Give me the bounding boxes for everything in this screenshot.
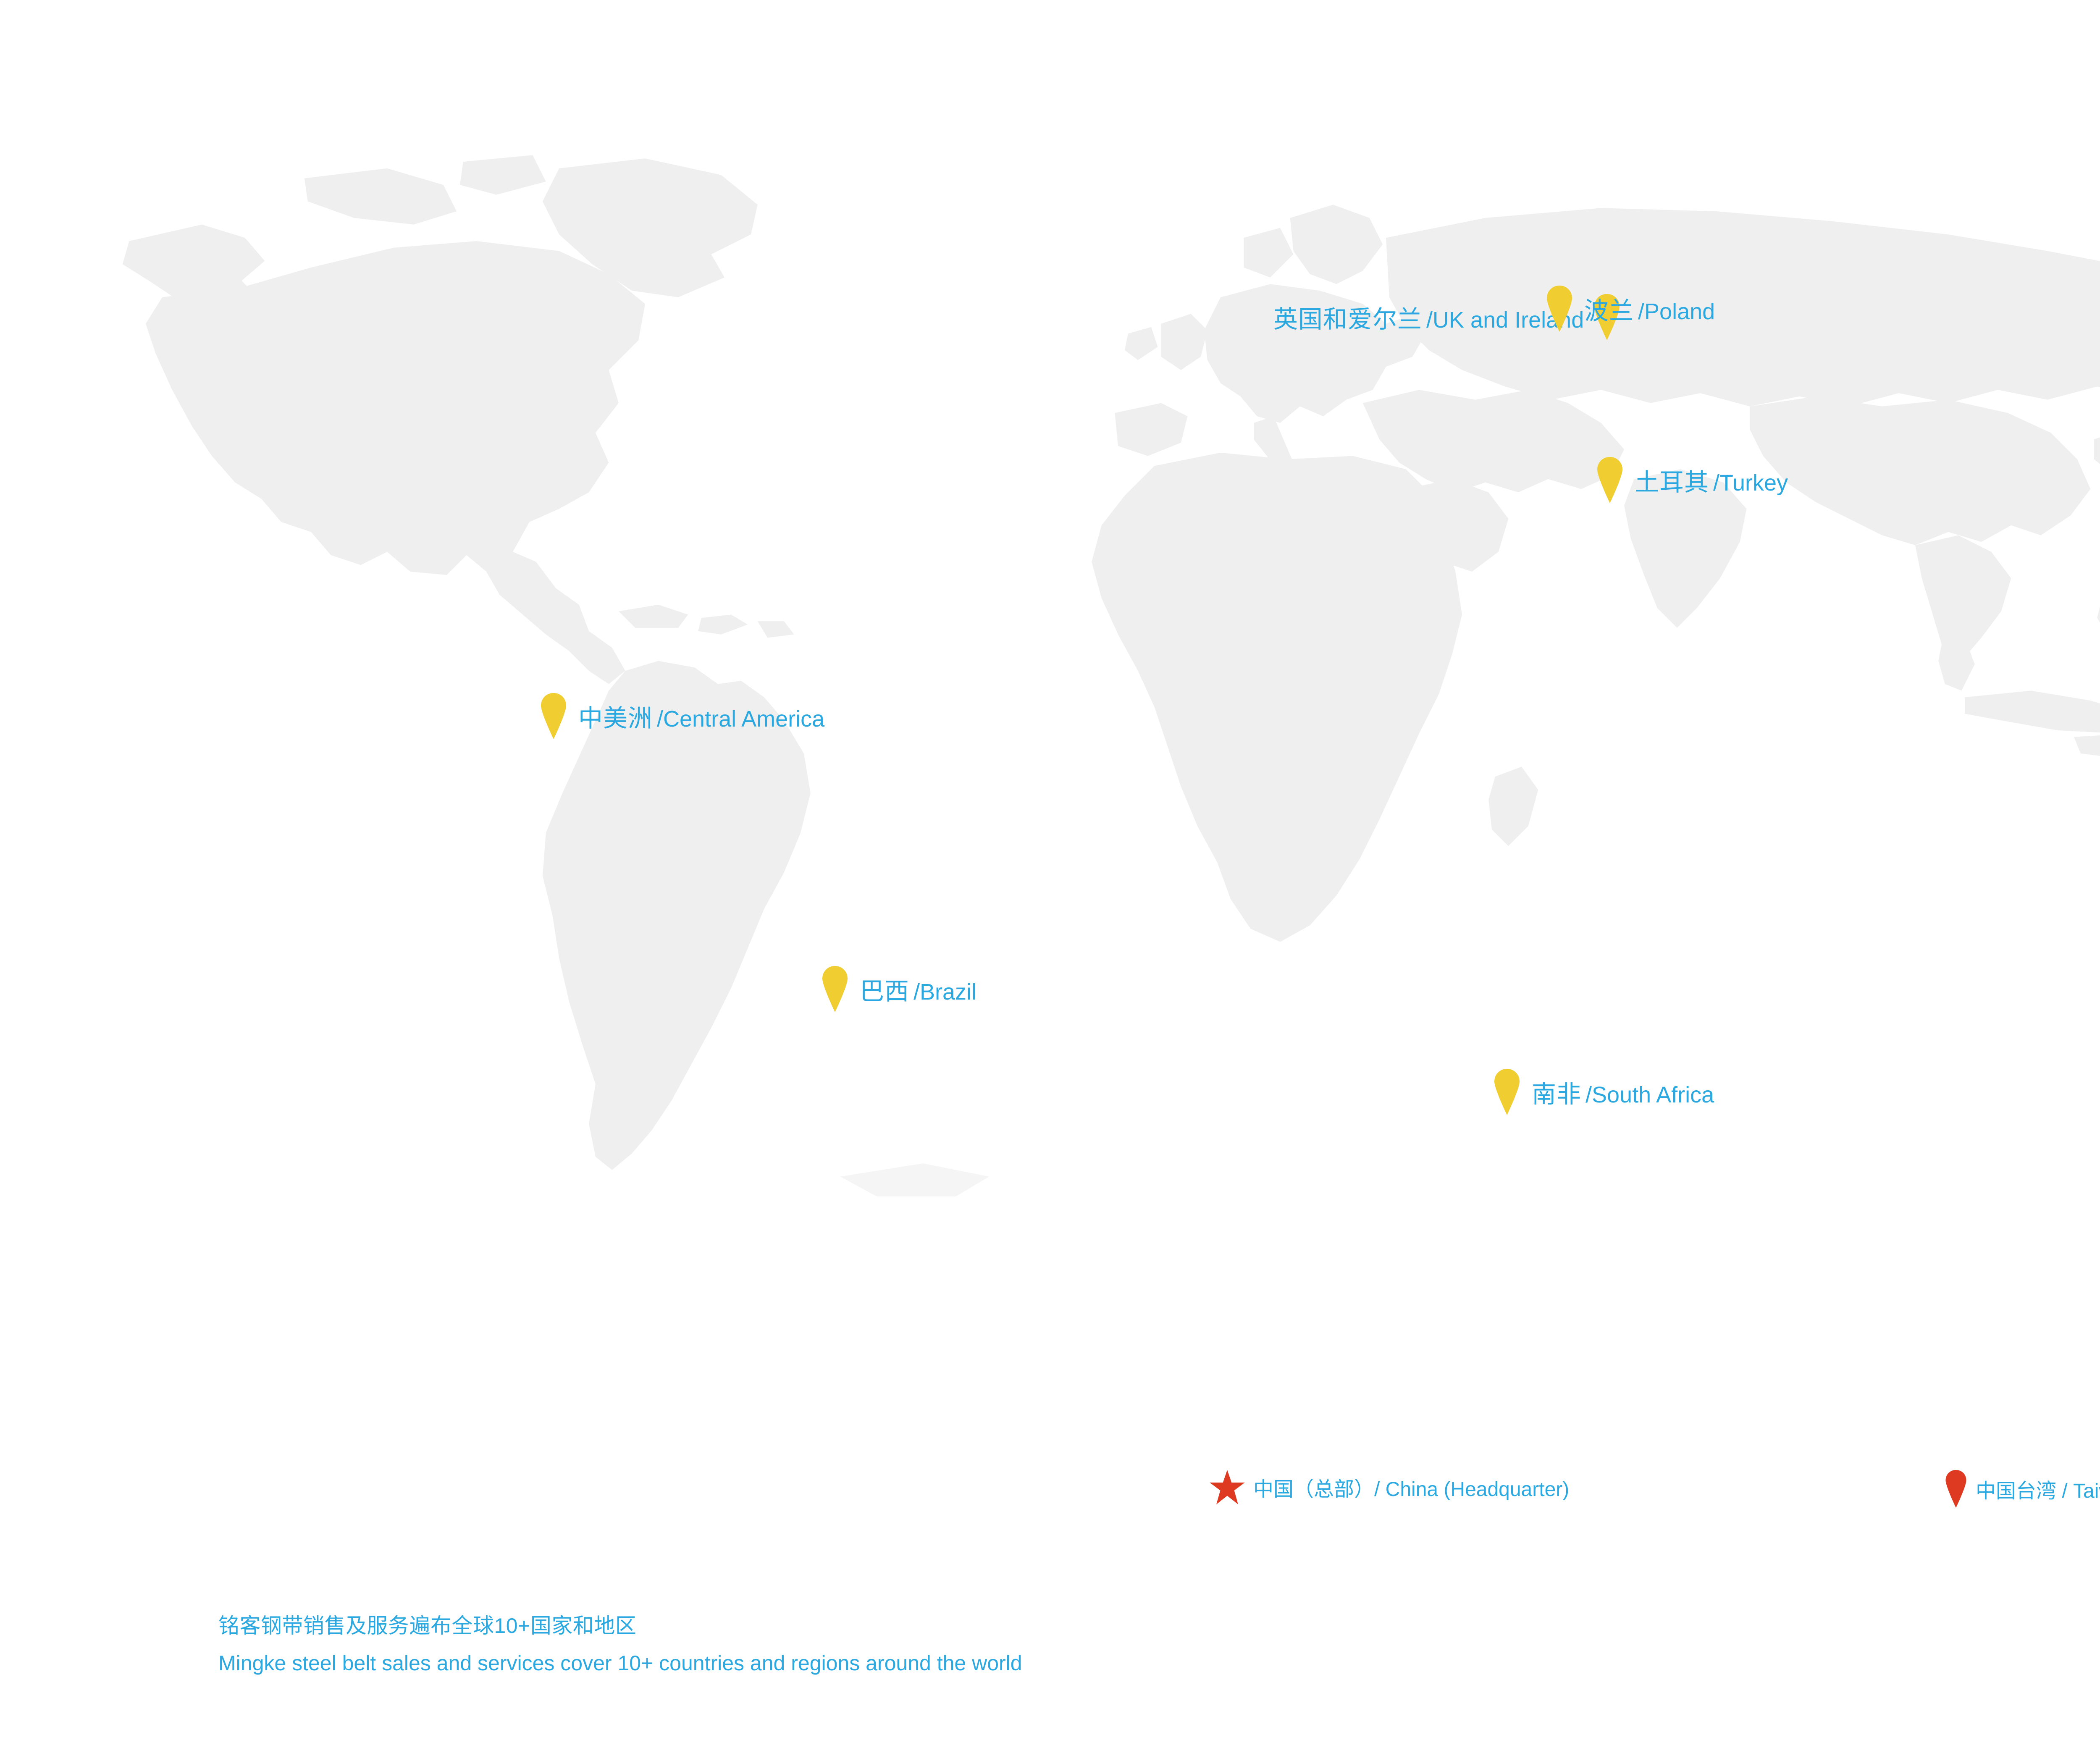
marker-label-cn: 英国和爱尔兰	[1273, 306, 1423, 333]
footer-line-en: Mingke steel belt sales and services cov…	[218, 1651, 1022, 1675]
legend-label: 中国台湾 / Taiwan China	[1976, 1480, 2100, 1502]
map-marker-central-america[interactable]: 中美洲 /Central America	[540, 693, 824, 739]
map-marker-poland[interactable]: 波兰 /Poland	[1546, 286, 1715, 332]
pin-marker-icon	[540, 693, 567, 739]
pin-marker-icon	[1493, 1069, 1521, 1115]
marker-label-cn: 南非	[1532, 1081, 1582, 1108]
pin-marker-icon	[821, 966, 849, 1012]
world-map-graphic	[122, 155, 2100, 1197]
map-marker-label-poland: 波兰 /Poland	[1584, 291, 1715, 326]
pin-marker-icon	[1596, 457, 1624, 503]
footer-line-cn: 铭客钢带销售及服务遍布全球10+国家和地区	[218, 1614, 637, 1638]
pin-marker-icon	[1593, 294, 1621, 340]
legend-item-taiwan-china[interactable]: 中国台湾 / Taiwan China	[1945, 1470, 2100, 1508]
map-marker-turkey[interactable]: 土耳其 /Turkey	[1596, 457, 1788, 503]
legend-label: 中国（总部）/ China (Headquarter)	[1253, 1478, 1570, 1501]
marker-label-cn: 巴西	[860, 978, 910, 1005]
star-marker-icon	[1210, 1470, 1245, 1504]
marker-label-en: /Turkey	[1713, 470, 1788, 496]
marker-label-cn: 土耳其	[1635, 469, 1709, 496]
marker-label-en: /South Africa	[1586, 1082, 1714, 1108]
pin-marker-icon	[1945, 1470, 1967, 1508]
marker-label-cn: 中美洲	[578, 705, 653, 732]
footer-caption: 铭客钢带销售及服务遍布全球10+国家和地区 Mingke steel belt …	[218, 1613, 1022, 1676]
map-legend: 中国（总部）/ China (Headquarter) 中国台湾 / Taiwa…	[1210, 1470, 2100, 1554]
map-marker-label-turkey: 土耳其 /Turkey	[1635, 462, 1788, 498]
marker-label-cn: 波兰	[1584, 297, 1634, 325]
map-marker-label-uk-and-ireland: 英国和爱尔兰 /UK and Ireland	[1273, 299, 1584, 335]
marker-label-en: /Central America	[657, 706, 825, 732]
pin-marker-icon	[1546, 286, 1573, 332]
map-marker-label-south-africa: 南非 /South Africa	[1532, 1074, 1714, 1110]
map-marker-label-central-america: 中美洲 /Central America	[578, 698, 824, 734]
marker-label-en: /Poland	[1638, 299, 1715, 324]
map-marker-label-brazil: 巴西 /Brazil	[860, 971, 976, 1007]
legend-item-china-headquarter[interactable]: 中国（总部）/ China (Headquarter)	[1210, 1470, 1569, 1504]
marker-label-en: /Brazil	[914, 979, 977, 1005]
map-marker-south-africa[interactable]: 南非 /South Africa	[1493, 1069, 1714, 1115]
map-marker-brazil[interactable]: 巴西 /Brazil	[821, 966, 976, 1012]
